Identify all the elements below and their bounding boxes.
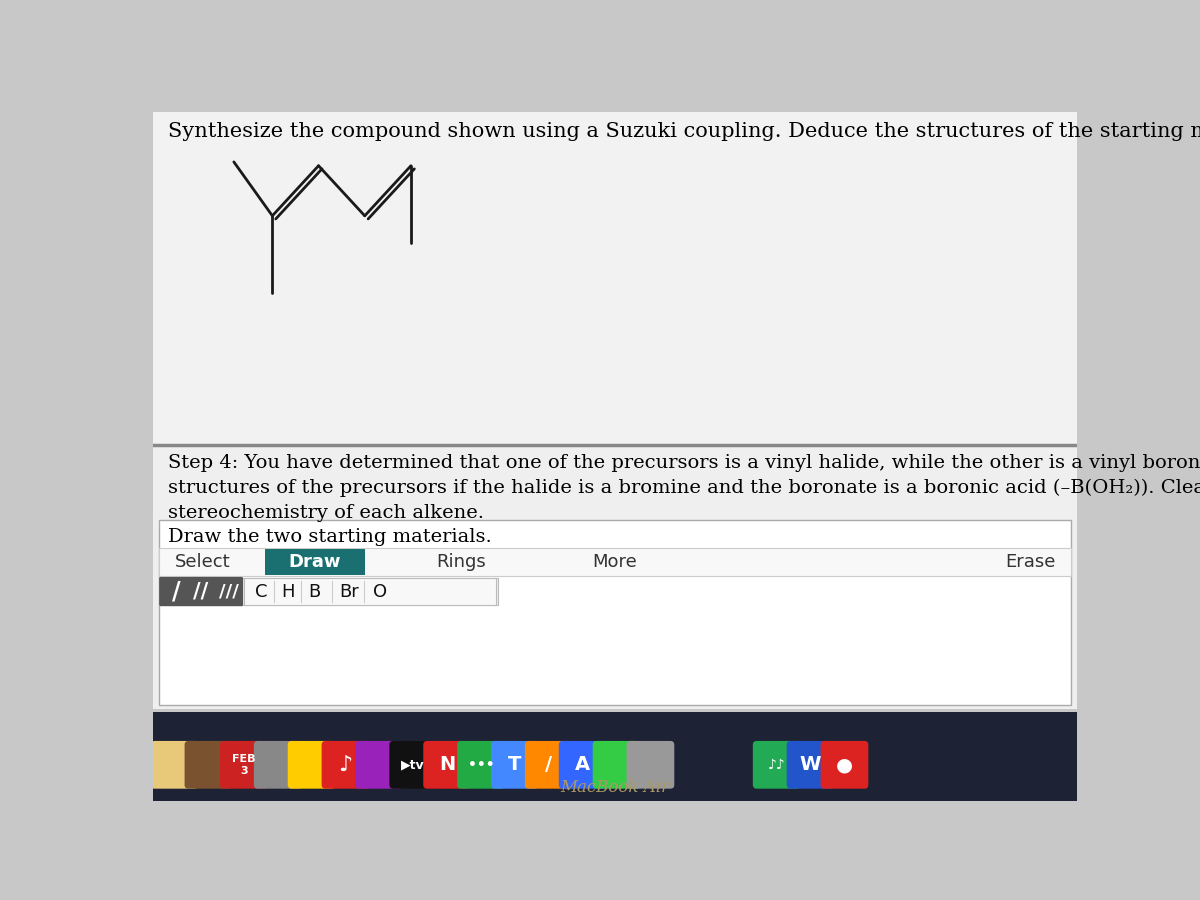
Text: •••: ••• (468, 758, 494, 772)
Text: Br: Br (340, 582, 359, 600)
Text: Draw: Draw (288, 554, 341, 572)
FancyBboxPatch shape (593, 741, 641, 788)
Text: ▶tv: ▶tv (402, 759, 425, 771)
FancyBboxPatch shape (220, 741, 268, 788)
FancyBboxPatch shape (185, 741, 233, 788)
Text: O: O (373, 582, 388, 600)
Text: FEB
3: FEB 3 (232, 754, 256, 776)
Bar (154, 112, 1078, 708)
Bar (160, 520, 1070, 705)
FancyBboxPatch shape (151, 741, 198, 788)
FancyBboxPatch shape (457, 741, 505, 788)
Text: T: T (509, 755, 522, 774)
FancyBboxPatch shape (254, 741, 301, 788)
Text: N: N (439, 755, 455, 774)
Text: ♪♪: ♪♪ (768, 758, 786, 772)
Text: Erase: Erase (1006, 554, 1056, 572)
Text: ♪: ♪ (338, 755, 353, 775)
FancyBboxPatch shape (288, 741, 336, 788)
FancyBboxPatch shape (389, 741, 437, 788)
Text: ///: /// (218, 582, 239, 600)
Text: ●: ● (836, 755, 853, 774)
Bar (160, 548, 1070, 576)
Text: B: B (308, 582, 320, 600)
Bar (244, 579, 497, 605)
Text: MacBook Air: MacBook Air (560, 779, 670, 796)
Text: /: / (545, 755, 552, 774)
Text: W: W (800, 755, 821, 774)
Text: //: // (193, 581, 209, 601)
FancyBboxPatch shape (355, 741, 403, 788)
Text: structures of the precursors if the halide is a bromine and the boronate is a bo: structures of the precursors if the hali… (168, 479, 1200, 498)
Bar (154, 112, 1078, 446)
Bar (160, 578, 498, 606)
FancyBboxPatch shape (322, 741, 370, 788)
Text: Step 4: You have determined that one of the precursors is a vinyl halide, while : Step 4: You have determined that one of … (168, 454, 1200, 472)
Text: Draw the two starting materials.: Draw the two starting materials. (168, 527, 492, 545)
Text: stereochemistry of each alkene.: stereochemistry of each alkene. (168, 504, 485, 522)
Text: Select: Select (175, 554, 230, 572)
Text: /: / (172, 580, 180, 604)
Text: Rings: Rings (436, 554, 486, 572)
FancyBboxPatch shape (559, 741, 606, 788)
FancyBboxPatch shape (424, 741, 472, 788)
Text: A: A (575, 755, 590, 774)
Text: H: H (281, 582, 294, 600)
FancyBboxPatch shape (787, 741, 834, 788)
Text: More: More (593, 554, 637, 572)
FancyBboxPatch shape (160, 577, 244, 607)
FancyBboxPatch shape (821, 741, 869, 788)
FancyBboxPatch shape (626, 741, 674, 788)
Bar (154, 713, 1078, 801)
Text: Synthesize the compound shown using a Suzuki coupling. Deduce the structures of : Synthesize the compound shown using a Su… (168, 122, 1200, 141)
FancyBboxPatch shape (265, 549, 365, 575)
FancyBboxPatch shape (752, 741, 800, 788)
Text: C: C (254, 582, 268, 600)
FancyBboxPatch shape (491, 741, 539, 788)
FancyBboxPatch shape (524, 741, 572, 788)
